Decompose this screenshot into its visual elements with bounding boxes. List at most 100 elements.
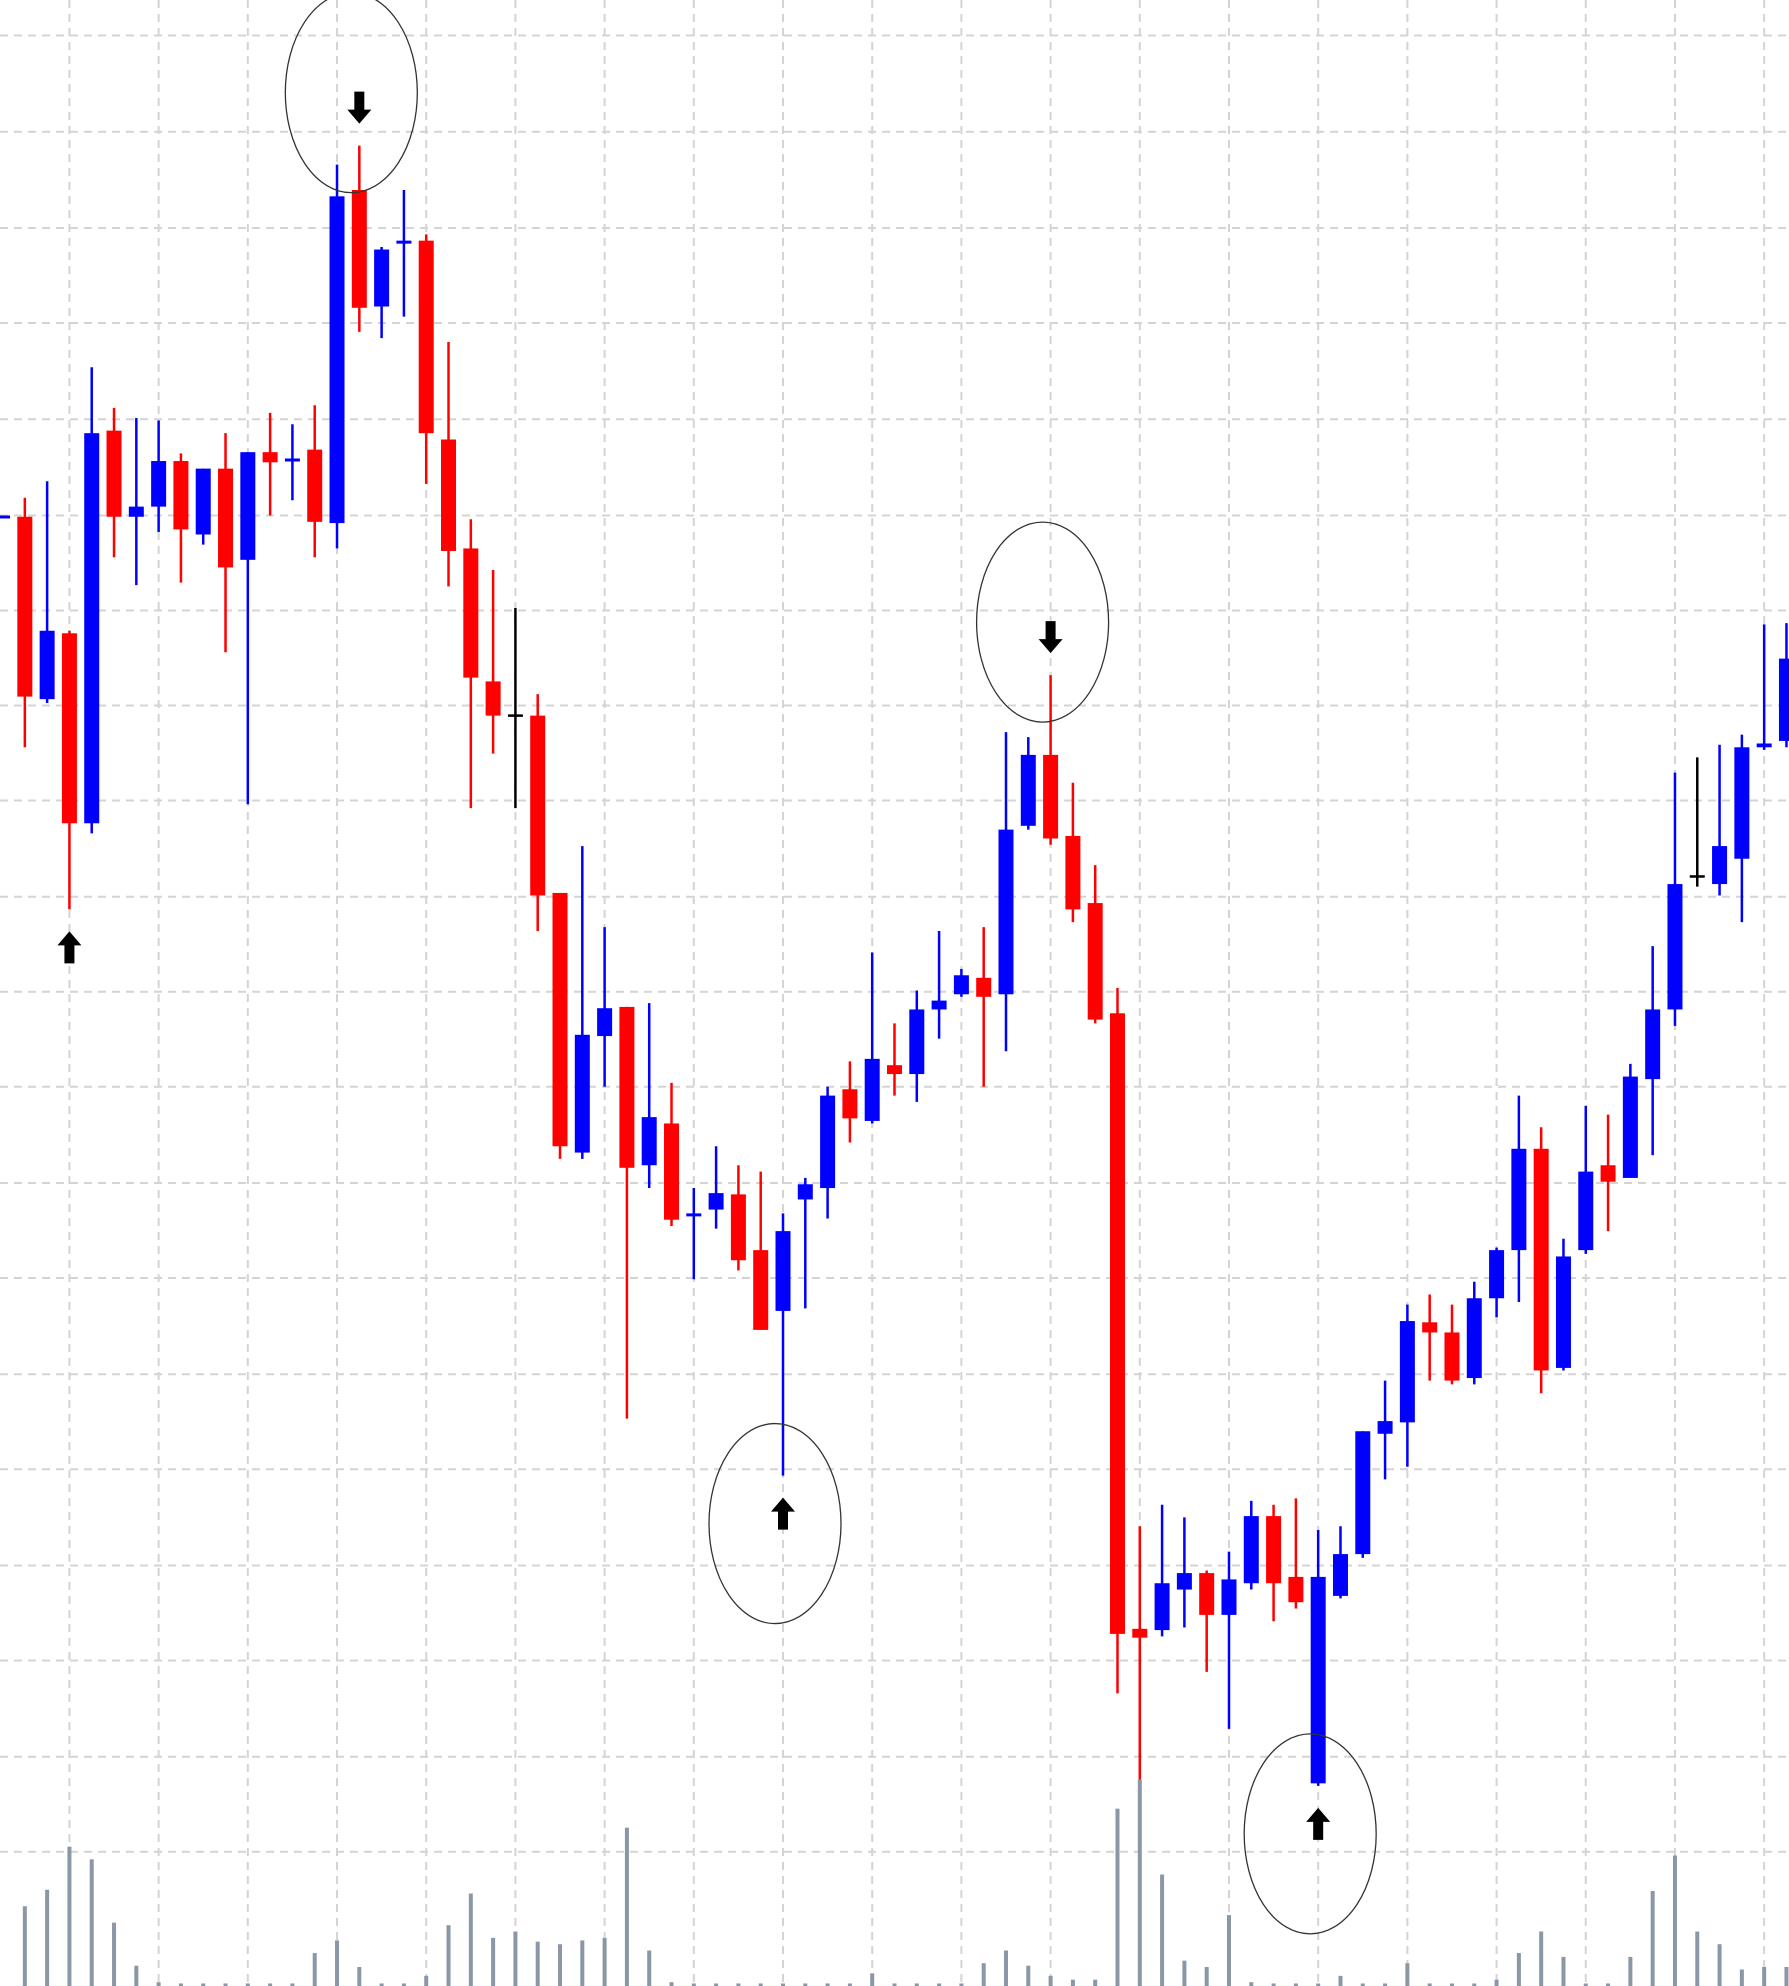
signal-arrow — [347, 91, 372, 124]
candle-body — [1243, 1516, 1259, 1584]
candle-body — [396, 240, 412, 244]
signal-circle — [708, 1422, 842, 1625]
volume-bar — [758, 1983, 763, 1986]
candle-body — [1377, 1421, 1393, 1434]
candle-body — [84, 433, 100, 824]
volume-bar — [1561, 1956, 1566, 1986]
volume-bar — [535, 1941, 540, 1986]
candle-body — [1645, 1009, 1661, 1080]
volume-bar — [892, 1983, 897, 1986]
candle-body — [1533, 1148, 1549, 1371]
volume-bar — [691, 1983, 696, 1986]
arrow-shape — [347, 91, 372, 124]
volume-bar — [1271, 1983, 1276, 1986]
candle-body — [820, 1095, 836, 1189]
volume-bar — [1739, 1969, 1744, 1986]
volume-bar — [379, 1983, 384, 1986]
volume-bar — [223, 1983, 228, 1986]
volume-bar — [1672, 1855, 1677, 1986]
candle-body — [329, 196, 345, 524]
volume-bar — [803, 1983, 808, 1986]
volume-bar — [245, 1983, 250, 1986]
volume-bar — [1137, 1779, 1142, 1986]
signal-arrow — [57, 931, 82, 964]
volume-bar — [602, 1937, 607, 1986]
volume-bar — [558, 1944, 563, 1986]
candle-body — [931, 1000, 947, 1010]
candle-body — [463, 548, 479, 678]
volume-bar — [714, 1983, 719, 1986]
volume-bar — [312, 1953, 317, 1986]
candle-body — [1087, 903, 1103, 1020]
signal-arrow — [771, 1497, 796, 1530]
candle-body — [953, 975, 969, 995]
candle-body — [730, 1194, 746, 1261]
candle-body — [574, 1034, 590, 1153]
candle-body — [106, 430, 122, 517]
candle-body — [151, 461, 167, 507]
arrow-shape — [57, 931, 82, 964]
candle-body — [1310, 1576, 1326, 1784]
candle-body — [1511, 1148, 1527, 1251]
candle-body — [1132, 1628, 1148, 1638]
volume-bar — [112, 1922, 117, 1986]
candle-body — [686, 1213, 702, 1217]
volume-bar — [736, 1983, 741, 1986]
volume-bar — [1383, 1983, 1388, 1986]
candle-body — [1734, 747, 1750, 859]
candle-body — [1778, 658, 1789, 741]
candle-body — [418, 240, 434, 434]
arrow-shape — [771, 1497, 796, 1530]
volume-bar — [67, 1846, 72, 1986]
volume-bar — [1003, 1950, 1008, 1986]
candle-body — [842, 1089, 858, 1119]
candle-body — [374, 249, 390, 307]
volume-bar — [1026, 1965, 1031, 1986]
volume-bar — [1115, 1808, 1120, 1986]
candle-body — [864, 1058, 880, 1121]
volume-bar — [1427, 1983, 1432, 1986]
volume-bar — [1494, 1979, 1499, 1986]
candle-body — [485, 681, 501, 716]
volume-bar — [1784, 1967, 1789, 1986]
candle-body — [998, 829, 1014, 995]
candle-body — [1756, 743, 1772, 748]
volume-bar — [1695, 1931, 1700, 1986]
volume-bar — [1070, 1979, 1075, 1986]
candle-body — [1266, 1516, 1282, 1584]
volume-bar — [870, 1973, 875, 1986]
volume-bar — [1160, 1874, 1165, 1986]
volume-bar — [1360, 1983, 1365, 1986]
candle-body — [1667, 884, 1683, 1010]
volume-bar — [45, 1889, 50, 1986]
candle-body — [753, 1250, 769, 1330]
volume-bar — [1293, 1983, 1298, 1986]
candle-body — [128, 506, 144, 517]
candle-body — [307, 449, 323, 522]
candle-body — [284, 458, 300, 462]
volume-bar — [1338, 1975, 1343, 1986]
candle-body — [909, 1009, 925, 1075]
candle-body — [1578, 1171, 1594, 1251]
candle-body — [1288, 1576, 1304, 1603]
arrow-shape — [1038, 621, 1063, 654]
volume-bar — [669, 1982, 674, 1986]
candle-body — [1176, 1573, 1192, 1590]
candle-body — [887, 1065, 902, 1075]
candle-body — [1712, 846, 1728, 885]
volume-bar — [1449, 1983, 1454, 1986]
candle-body — [530, 715, 546, 896]
signal-arrow — [1306, 1807, 1331, 1840]
candle-body — [641, 1117, 657, 1166]
volume-bar — [268, 1983, 273, 1986]
volume-bar — [1316, 1983, 1321, 1986]
volume-bar — [1204, 1967, 1209, 1986]
volume-bar — [446, 1925, 451, 1986]
candle-body — [1444, 1332, 1460, 1381]
candle-body — [1221, 1579, 1237, 1615]
volume-bar — [1717, 1944, 1722, 1986]
signal-circle — [975, 521, 1110, 723]
candle-body — [1065, 835, 1081, 910]
candle-body — [1622, 1076, 1638, 1178]
